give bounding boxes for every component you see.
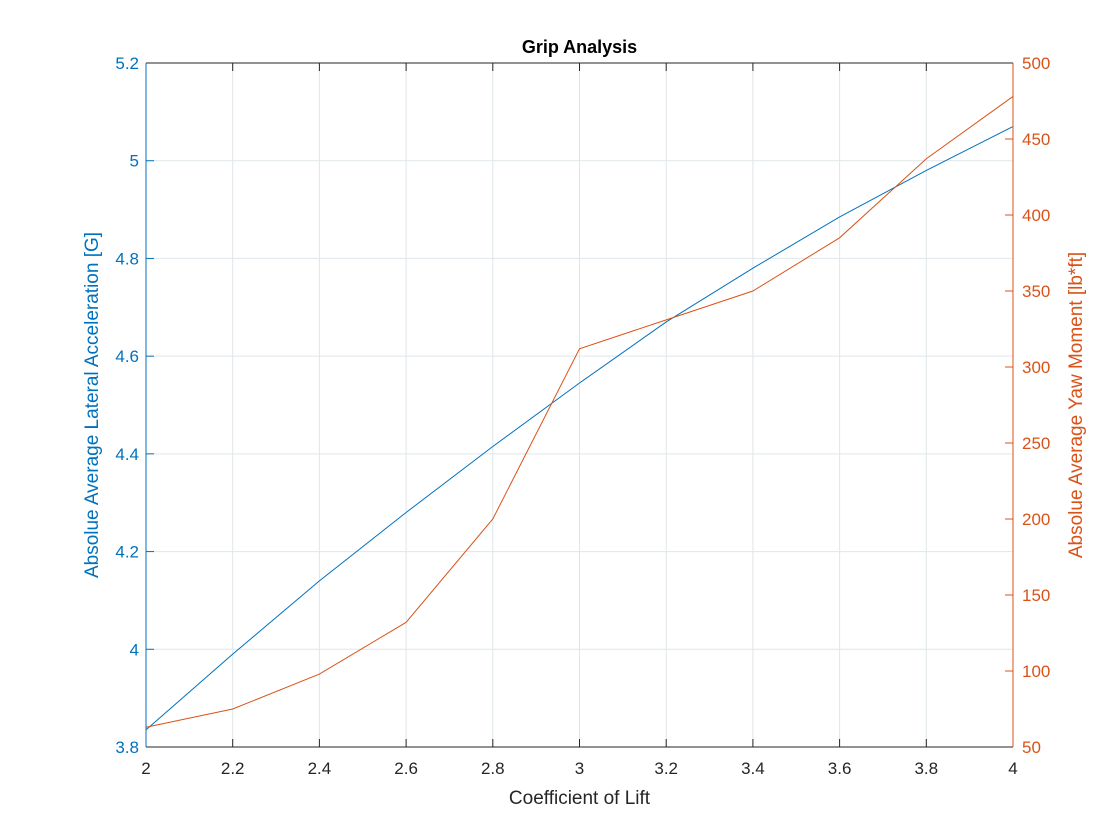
y-left-tick-label: 5 (130, 152, 139, 171)
axes-group: 2 2.2 2.4 2.6 2.8 3 3.2 3.4 3.6 3.8 4 3.8 4 4.2 4.4 4.6… (115, 54, 1050, 778)
x-tick-label: 3 (575, 759, 584, 778)
y-right-tick-label: 400 (1022, 206, 1050, 225)
y-right-tick-label: 50 (1022, 738, 1041, 757)
y-left-tick-label: 5.2 (115, 54, 139, 73)
y-right-tick-label: 200 (1022, 510, 1050, 529)
y-right-tick-label: 450 (1022, 130, 1050, 149)
x-axis-label: Coefficient of Lift (509, 788, 651, 809)
series-line-lateral-acceleration (145, 126, 1014, 731)
x-tick-label: 2.2 (221, 759, 245, 778)
x-tick-label: 2.8 (481, 759, 505, 778)
y-right-tick-label: 250 (1022, 434, 1050, 453)
x-tick-label: 3.4 (741, 759, 765, 778)
y-axis-right-label: Absolue Average Yaw Moment [lb*ft] (1066, 252, 1087, 558)
y-right-tick-label: 100 (1022, 662, 1050, 681)
y-right-tick-label: 500 (1022, 54, 1050, 73)
series-line-yaw-moment (145, 96, 1014, 728)
x-tick-label: 3.2 (654, 759, 678, 778)
x-tick-label: 2.4 (308, 759, 332, 778)
y-left-tick-label: 4.8 (115, 249, 139, 268)
y-left-tick-label: 4.4 (115, 445, 139, 464)
x-tick-label: 4 (1008, 759, 1017, 778)
y-left-tick-label: 4.2 (115, 543, 139, 562)
x-tick-label: 2.6 (394, 759, 418, 778)
y-left-tick-label: 4.6 (115, 347, 139, 366)
x-tick-label: 3.8 (914, 759, 938, 778)
series-group (145, 96, 1014, 731)
y-axis-left-label: Absolue Average Lateral Acceleration [G] (82, 232, 103, 578)
x-tick-label: 2 (141, 759, 150, 778)
chart-title: Grip Analysis (522, 37, 637, 57)
y-right-tick-label: 350 (1022, 282, 1050, 301)
y-right-tick-label: 300 (1022, 358, 1050, 377)
y-left-tick-label: 3.8 (115, 738, 139, 757)
y-left-tick-label: 4 (130, 640, 139, 659)
x-tick-label: 3.6 (828, 759, 852, 778)
y-right-tick-label: 150 (1022, 586, 1050, 605)
